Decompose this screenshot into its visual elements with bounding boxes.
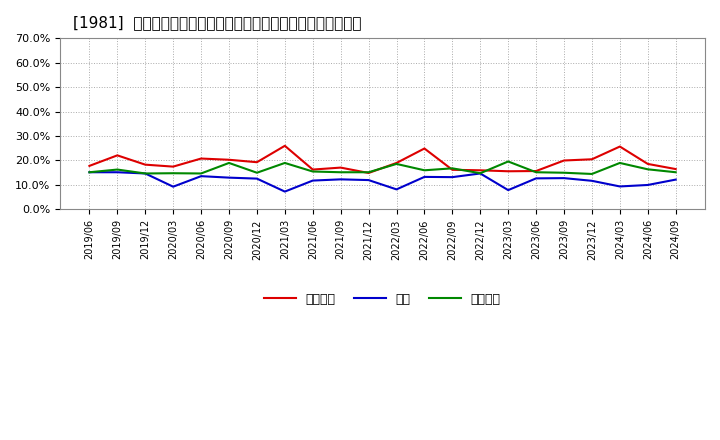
買入債務 <box>308 169 317 174</box>
買入債務 <box>225 160 233 165</box>
在庫 <box>420 174 428 180</box>
Line: 売上債権: 売上債権 <box>89 146 675 173</box>
買入債務 <box>281 160 289 165</box>
売上債権 <box>336 165 345 170</box>
売上債権 <box>281 143 289 148</box>
売上債権 <box>85 163 94 169</box>
買入債務 <box>113 167 122 172</box>
買入債務 <box>588 171 596 176</box>
在庫 <box>141 171 150 176</box>
買入債務 <box>671 169 680 175</box>
売上債権 <box>671 166 680 172</box>
買入債務 <box>504 159 513 164</box>
在庫 <box>364 177 373 183</box>
買入債務 <box>448 166 456 171</box>
買入債務 <box>336 169 345 175</box>
売上債権 <box>448 167 456 172</box>
在庫 <box>504 187 513 193</box>
在庫 <box>169 184 178 189</box>
Line: 在庫: 在庫 <box>89 172 675 191</box>
買入債務 <box>644 167 652 172</box>
在庫 <box>308 178 317 183</box>
在庫 <box>281 189 289 194</box>
在庫 <box>113 169 122 175</box>
在庫 <box>476 171 485 176</box>
Legend: 売上債権, 在庫, 買入債務: 売上債権, 在庫, 買入債務 <box>259 288 505 311</box>
在庫 <box>253 176 261 181</box>
在庫 <box>392 187 401 192</box>
買入債務 <box>476 171 485 176</box>
売上債権 <box>644 161 652 167</box>
買入債務 <box>85 169 94 175</box>
売上債権 <box>588 157 596 162</box>
在庫 <box>85 169 94 175</box>
売上債権 <box>420 146 428 151</box>
売上債権 <box>225 157 233 162</box>
買入債務 <box>169 171 178 176</box>
売上債権 <box>559 158 568 163</box>
Text: [1981]  売上債権、在庫、買入債務の総資産に対する比率の推移: [1981] 売上債権、在庫、買入債務の総資産に対する比率の推移 <box>73 15 361 30</box>
在庫 <box>559 176 568 181</box>
在庫 <box>532 176 541 181</box>
買入債務 <box>616 160 624 165</box>
売上債権 <box>141 162 150 167</box>
在庫 <box>225 175 233 180</box>
Line: 買入債務: 買入債務 <box>89 161 675 174</box>
売上債権 <box>197 156 205 161</box>
買入債務 <box>141 171 150 176</box>
買入債務 <box>197 171 205 176</box>
買入債務 <box>559 170 568 176</box>
売上債権 <box>308 167 317 172</box>
在庫 <box>588 178 596 183</box>
在庫 <box>336 177 345 182</box>
在庫 <box>644 182 652 187</box>
売上債権 <box>616 144 624 149</box>
売上債権 <box>253 160 261 165</box>
売上債権 <box>476 168 485 173</box>
売上債権 <box>169 164 178 169</box>
買入債務 <box>420 168 428 173</box>
買入債務 <box>253 170 261 176</box>
在庫 <box>448 175 456 180</box>
売上債権 <box>504 169 513 174</box>
売上債権 <box>364 170 373 176</box>
売上債権 <box>113 153 122 158</box>
在庫 <box>671 177 680 182</box>
売上債権 <box>532 169 541 174</box>
在庫 <box>616 184 624 189</box>
在庫 <box>197 173 205 179</box>
買入債務 <box>532 169 541 175</box>
買入債務 <box>364 169 373 175</box>
買入債務 <box>392 161 401 167</box>
売上債権 <box>392 160 401 165</box>
